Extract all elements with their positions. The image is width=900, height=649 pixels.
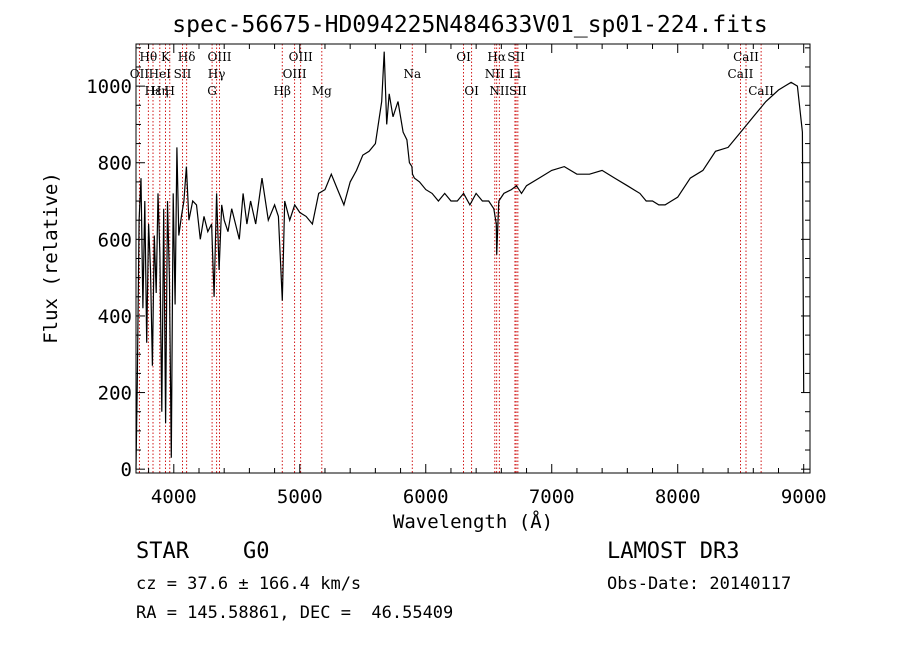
y-tick-label: 600 <box>98 229 132 251</box>
object-class: STAR <box>136 539 189 564</box>
y-axis: 0 200 400 600 800 1000 <box>86 47 810 481</box>
spectral-line-label: OII <box>130 67 150 81</box>
object-subclass: G0 <box>243 539 270 564</box>
spectral-line-label: Li <box>509 67 521 81</box>
spectral-line-label: CaII <box>748 84 774 98</box>
spectral-line-label: H <box>165 84 175 98</box>
spectral-line-label: CaII <box>728 67 754 81</box>
spectral-line-label: OIII <box>207 50 231 64</box>
plot-frame <box>135 43 811 474</box>
y-tick-label: 0 <box>121 459 132 481</box>
spectral-line-label: NII <box>489 84 509 98</box>
y-tick-label: 400 <box>98 306 132 328</box>
x-tick-label: 7000 <box>529 486 575 508</box>
x-axis: 4000 5000 6000 7000 8000 9000 <box>148 44 827 508</box>
spectral-line-label: Mg <box>312 84 332 98</box>
x-tick-label: 9000 <box>781 486 827 508</box>
spectral-line-label: Na <box>403 67 421 81</box>
redshift-text: cz = 37.6 ± 166.4 km/s <box>136 574 362 594</box>
chart-title: spec-56675-HD094225N484633V01_sp01-224.f… <box>172 12 767 38</box>
spectral-line-label: Hβ <box>274 84 291 98</box>
x-axis-label: Wavelength (Å) <box>393 510 553 533</box>
spectral-line-label: Hγ <box>208 67 226 81</box>
line-markers <box>138 44 762 473</box>
spectral-line-label: Hθ <box>139 50 157 64</box>
spectrum-line <box>135 51 805 470</box>
spectral-line-label: SII <box>507 50 525 64</box>
spectral-line-label: Hε <box>145 84 162 98</box>
spectral-line-label: K <box>161 50 171 64</box>
spectral-line-label: OI <box>456 50 471 64</box>
spectral-line-label: OIII <box>283 67 307 81</box>
x-tick-label: 5000 <box>277 486 323 508</box>
spectral-line-label: OIII <box>289 50 313 64</box>
spectral-line-label: Hδ <box>178 50 196 64</box>
spectral-line-label: SII <box>509 84 527 98</box>
x-tick-label: 8000 <box>655 486 701 508</box>
spectral-line-label: HeI <box>149 67 172 81</box>
survey-name: LAMOST DR3 <box>607 539 740 564</box>
spectral-line-label: SII <box>174 67 192 81</box>
spectral-line-label: CaII <box>733 50 759 64</box>
y-tick-label: 1000 <box>86 76 132 98</box>
spectral-line-label: Hη <box>151 84 169 98</box>
y-axis-label: Flux (relative) <box>40 172 62 344</box>
spectral-line-label: Hα <box>487 50 506 64</box>
spectral-line-label: OI <box>464 84 479 98</box>
coordinates-text: RA = 145.58861, DEC = 46.55409 <box>136 603 454 623</box>
y-tick-label: 200 <box>98 383 132 405</box>
x-tick-label: 6000 <box>403 486 449 508</box>
spectral-line-label: NII <box>485 67 505 81</box>
x-tick-label: 4000 <box>151 486 197 508</box>
observation-date: Obs-Date: 20140117 <box>607 574 792 594</box>
spectral-line-label: G <box>207 84 217 98</box>
y-tick-label: 800 <box>98 153 132 175</box>
